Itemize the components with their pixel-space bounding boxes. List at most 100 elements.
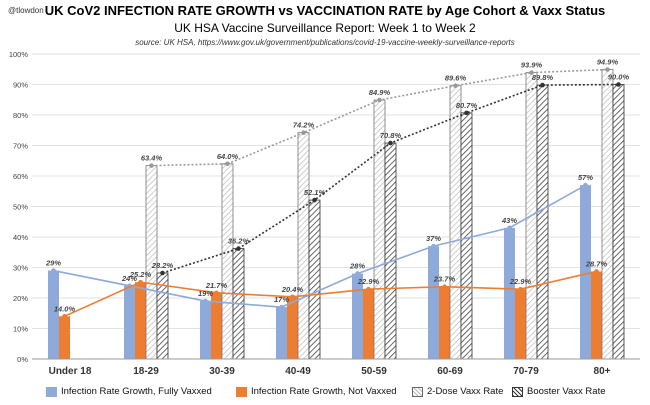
data-label-fully-vaxxed: 29% [45,259,61,268]
data-label-booster: 89.8% [532,73,554,82]
data-label-two-dose: 89.6% [445,74,467,83]
not-vaxxed-trend-point [62,314,67,319]
bar-two-dose [297,132,310,360]
data-label-booster: 28.2% [151,261,174,270]
data-label-fully-vaxxed: 17% [274,295,289,304]
x-tick-label: 30-39 [209,366,235,377]
two-dose-trend-point [225,161,230,167]
data-label-not-vaxxed: 22.9% [357,277,380,286]
two-dose-trend-point [149,163,154,168]
data-label-booster: 70.8% [380,131,402,140]
bar-fully-vaxxed [428,246,439,359]
data-label-fully-vaxxed: 57% [578,173,593,182]
two-dose-trend-point [453,83,458,89]
two-dose-trend-point [605,67,610,72]
not-vaxxed-trend-point [138,279,143,285]
data-label-booster: 80.7% [456,101,478,110]
y-tick-label: 40% [13,233,28,242]
data-label-not-vaxxed: 14.0% [54,304,76,313]
bar-booster [460,112,473,360]
bar-fully-vaxxed [580,185,591,359]
not-vaxxed-trend-point [290,294,295,300]
data-label-two-dose: 94.9% [597,58,619,67]
legend-label-two-dose: 2-Dose Vaxx Rate [427,386,504,397]
y-tick-label: 60% [13,172,28,181]
not-vaxxed-trend-line [64,270,597,318]
chart-source: source: UK HSA, https://www.gov.uk/gover… [135,38,515,47]
legend-swatch-two-dose [412,386,423,397]
fully-vaxxed-trend-point [203,298,208,304]
y-tick-label: 50% [13,203,28,212]
fully-vaxxed-trend-point [51,268,56,273]
data-label-two-dose: 74.2% [293,121,315,130]
fully-vaxxed-trend-point [355,271,360,276]
booster-trend-point [160,270,165,276]
bar-fully-vaxxed [48,270,59,359]
legend-label-not-vaxxed: Infection Rate Growth, Not Vaxxed [251,386,397,397]
fully-vaxxed-trend-point [507,225,512,231]
x-tick-label: 60-69 [437,366,463,377]
legend-swatch-not-vaxxed [236,386,247,397]
legend-entry-not-vaxxed: Infection Rate Growth, Not Vaxxed [236,386,397,397]
bar-two-dose [221,163,234,360]
author-handle: @tlowdon [8,6,44,15]
fully-vaxxed-trend-point [279,304,284,310]
fully-vaxxed-trend-point [431,243,436,249]
x-tick-label: Under 18 [49,366,92,377]
bar-not-vaxxed [439,286,450,359]
bar-two-dose [449,85,462,360]
not-vaxxed-trend-point [442,284,447,290]
bar-fully-vaxxed [276,307,287,359]
not-vaxxed-trend-point [366,286,371,292]
data-label-booster: 52.1% [304,188,326,197]
x-tick-label: 50-59 [361,366,387,377]
y-tick-label: 70% [13,142,28,151]
two-dose-trend-point [301,130,306,135]
data-label-not-vaxxed: 23.7% [433,275,456,284]
data-label-fully-vaxxed: 19% [198,289,213,298]
booster-trend-point [388,140,393,146]
booster-trend-point [616,82,621,87]
data-label-not-vaxxed: 22.9% [509,277,532,286]
bar-not-vaxxed [211,292,222,359]
fully-vaxxed-trend-line [53,184,586,308]
x-tick-label: 70-79 [513,366,539,377]
bar-two-dose [601,69,614,360]
two-dose-trend-point [377,97,382,103]
booster-trend-point [464,110,469,116]
x-tick-label: 40-49 [285,366,311,377]
data-label-booster: 36.2% [228,237,250,246]
y-tick-label: 80% [13,111,28,120]
chart-title: UK CoV2 INFECTION RATE GROWTH vs VACCINA… [44,3,606,18]
bar-fully-vaxxed [352,273,363,359]
bar-not-vaxxed [591,271,602,359]
bar-fully-vaxxed [200,301,211,359]
data-label-fully-vaxxed: 43% [501,216,517,225]
legend-entry-booster: Booster Vaxx Rate [512,386,606,397]
bar-booster [536,84,549,360]
two-dose-trend-point [529,70,534,75]
legend-entry-two-dose: 2-Dose Vaxx Rate [412,386,503,397]
data-label-not-vaxxed: 21.7% [205,281,228,290]
bar-not-vaxxed [59,316,70,359]
chart-subtitle: UK HSA Vaccine Surveillance Report: Week… [174,21,476,35]
y-tick-label: 90% [13,81,28,90]
legend-label-fully-vaxxed: Infection Rate Growth, Fully Vaxxed [61,386,212,397]
data-label-fully-vaxxed: 37% [426,234,441,243]
legend-swatch-fully-vaxxed [46,386,57,397]
data-label-two-dose: 63.4% [141,154,163,163]
chart-legend: Infection Rate Growth, Fully Vaxxed Infe… [0,384,650,402]
bar-not-vaxxed [515,289,526,359]
booster-trend-point [312,197,317,203]
booster-trend-point [236,246,241,251]
y-tick-label: 30% [13,264,28,273]
data-label-two-dose: 93.9% [521,61,543,70]
y-tick-label: 100% [9,50,29,59]
not-vaxxed-trend-point [214,290,219,296]
chart-area: 29% 24% 19% 17% 28% 37% 43% 57% 14.0% 25.2% 21.7% 2… [9,50,640,377]
data-label-fully-vaxxed: 24% [121,274,137,283]
y-tick-label: 10% [13,325,28,334]
legend-label-booster: Booster Vaxx Rate [527,386,606,397]
data-label-two-dose: 64.0% [217,152,239,161]
y-tick-label: 20% [13,294,28,303]
